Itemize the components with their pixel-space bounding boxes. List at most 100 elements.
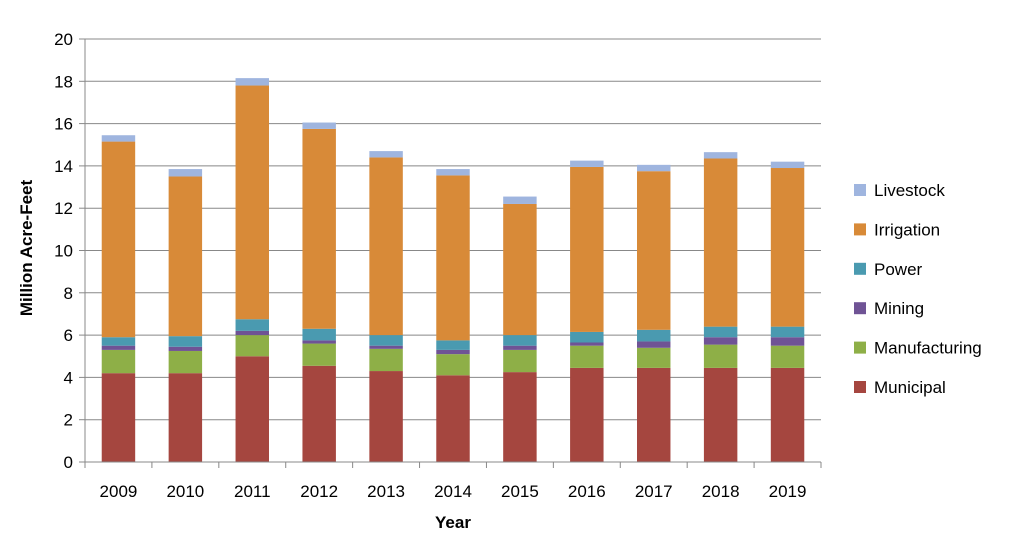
bar-segment-irrigation [101, 141, 136, 338]
bar-segment-mining [436, 349, 470, 355]
legend-label-manufacturing: Manufacturing [874, 339, 982, 358]
bar-segment-manufacturing [302, 343, 336, 366]
x-axis-title: Year [435, 513, 471, 532]
y-tick-label: 4 [64, 368, 73, 387]
legend-label-irrigation: Irrigation [874, 220, 940, 239]
bar-segment-municipal [770, 367, 805, 462]
legend-swatch-livestock [854, 184, 866, 196]
bar-segment-mining [637, 341, 671, 348]
bar-segment-municipal [302, 365, 336, 462]
bar-segment-manufacturing [101, 349, 136, 374]
bar-segment-livestock [703, 152, 738, 159]
x-tick-label: 2013 [367, 482, 405, 501]
bar-segment-livestock [503, 196, 537, 204]
bar-segment-mining [770, 337, 805, 346]
bar-segment-municipal [235, 356, 269, 462]
bar-segment-municipal [503, 372, 537, 462]
legend-swatch-power [854, 262, 866, 275]
y-tick-label: 2 [64, 411, 73, 430]
y-tick-label: 12 [54, 199, 73, 218]
y-tick-label: 6 [64, 326, 73, 345]
x-tick-label: 2011 [234, 482, 271, 501]
bar-segment-power [436, 340, 470, 350]
x-tick-label: 2019 [769, 482, 807, 501]
bar-segment-power [168, 336, 203, 347]
bar-segment-mining [101, 345, 136, 350]
x-tick-label: 2014 [434, 482, 472, 501]
y-tick-label: 10 [54, 242, 73, 261]
bar-segment-irrigation [703, 158, 738, 327]
legend-swatch-mining [854, 302, 866, 315]
bar-segment-livestock [369, 151, 403, 158]
bar-segment-power [235, 319, 269, 331]
bar-segment-manufacturing [168, 350, 203, 374]
legend: Livestock Irrigation Power Mining Manufactur… [854, 181, 982, 397]
bar-segment-mining [369, 345, 403, 349]
x-tick-labels: 2009 2010 2011 2012 2013 2014 2015 2016 2017 2018… [84, 462, 822, 501]
bar-segment-irrigation [770, 168, 805, 327]
bar-segment-irrigation [637, 171, 671, 330]
bar-segment-power [703, 326, 738, 338]
x-tick-label: 2012 [300, 482, 338, 501]
y-tick-label: 8 [64, 284, 73, 303]
bar-segment-municipal [436, 375, 470, 462]
legend-label-power: Power [874, 260, 923, 279]
bar-segment-irrigation [168, 176, 203, 337]
bar-segment-mining [503, 345, 537, 350]
y-tick-labels: 0 2 4 6 8 10 12 14 16 18 20 [54, 30, 85, 472]
bar-segment-livestock [302, 122, 336, 129]
bar-segment-manufacturing [770, 345, 805, 368]
x-tick-label: 2009 [100, 482, 138, 501]
legend-swatch-irrigation [854, 223, 866, 236]
y-tick-label: 0 [64, 453, 73, 472]
legend-swatch-manufacturing [854, 341, 866, 354]
x-tick-label: 2015 [501, 482, 539, 501]
bar-segment-power [503, 335, 537, 346]
bar-segment-manufacturing [503, 349, 537, 373]
bar-segment-municipal [101, 373, 136, 462]
bar-segment-power [302, 328, 336, 341]
bar-segment-municipal [369, 371, 403, 462]
bar-segment-irrigation [436, 175, 470, 341]
x-tick-label: 2018 [702, 482, 740, 501]
legend-label-livestock: Livestock [874, 181, 945, 200]
bar-segment-power [101, 337, 136, 346]
legend-swatch-municipal [854, 381, 866, 393]
y-tick-label: 18 [54, 72, 73, 91]
bar-segment-manufacturing [570, 345, 604, 368]
bar-segment-livestock [168, 169, 203, 177]
bar-segment-municipal [703, 367, 738, 462]
bar-segment-livestock [101, 135, 136, 142]
bar-segment-power [637, 329, 671, 342]
x-tick-label: 2017 [635, 482, 673, 501]
bar-segment-municipal [637, 367, 671, 462]
bars [101, 78, 805, 462]
bar-segment-manufacturing [235, 335, 269, 357]
bar-segment-municipal [570, 367, 604, 462]
bar-segment-manufacturing [703, 344, 738, 368]
bar-segment-livestock [436, 169, 470, 176]
bar-segment-mining [302, 340, 336, 344]
bar-segment-livestock [235, 78, 269, 86]
y-tick-label: 20 [54, 30, 73, 49]
bar-segment-irrigation [235, 85, 269, 320]
bar-segment-livestock [570, 160, 604, 167]
legend-label-municipal: Municipal [874, 378, 946, 397]
bar-segment-livestock [770, 161, 805, 169]
bar-segment-irrigation [503, 203, 537, 336]
bar-segment-irrigation [369, 157, 403, 336]
bar-segment-municipal [168, 373, 203, 462]
legend-label-mining: Mining [874, 299, 924, 318]
bar-segment-mining [703, 337, 738, 345]
bar-segment-power [770, 326, 805, 338]
bar-segment-mining [570, 342, 604, 346]
y-tick-label: 16 [54, 115, 73, 134]
x-tick-label: 2016 [568, 482, 606, 501]
y-tick-label: 14 [54, 157, 73, 176]
bar-segment-power [570, 331, 604, 343]
bar-segment-irrigation [570, 166, 604, 332]
bar-segment-power [369, 335, 403, 346]
bar-segment-manufacturing [436, 354, 470, 376]
x-tick-label: 2010 [166, 482, 204, 501]
